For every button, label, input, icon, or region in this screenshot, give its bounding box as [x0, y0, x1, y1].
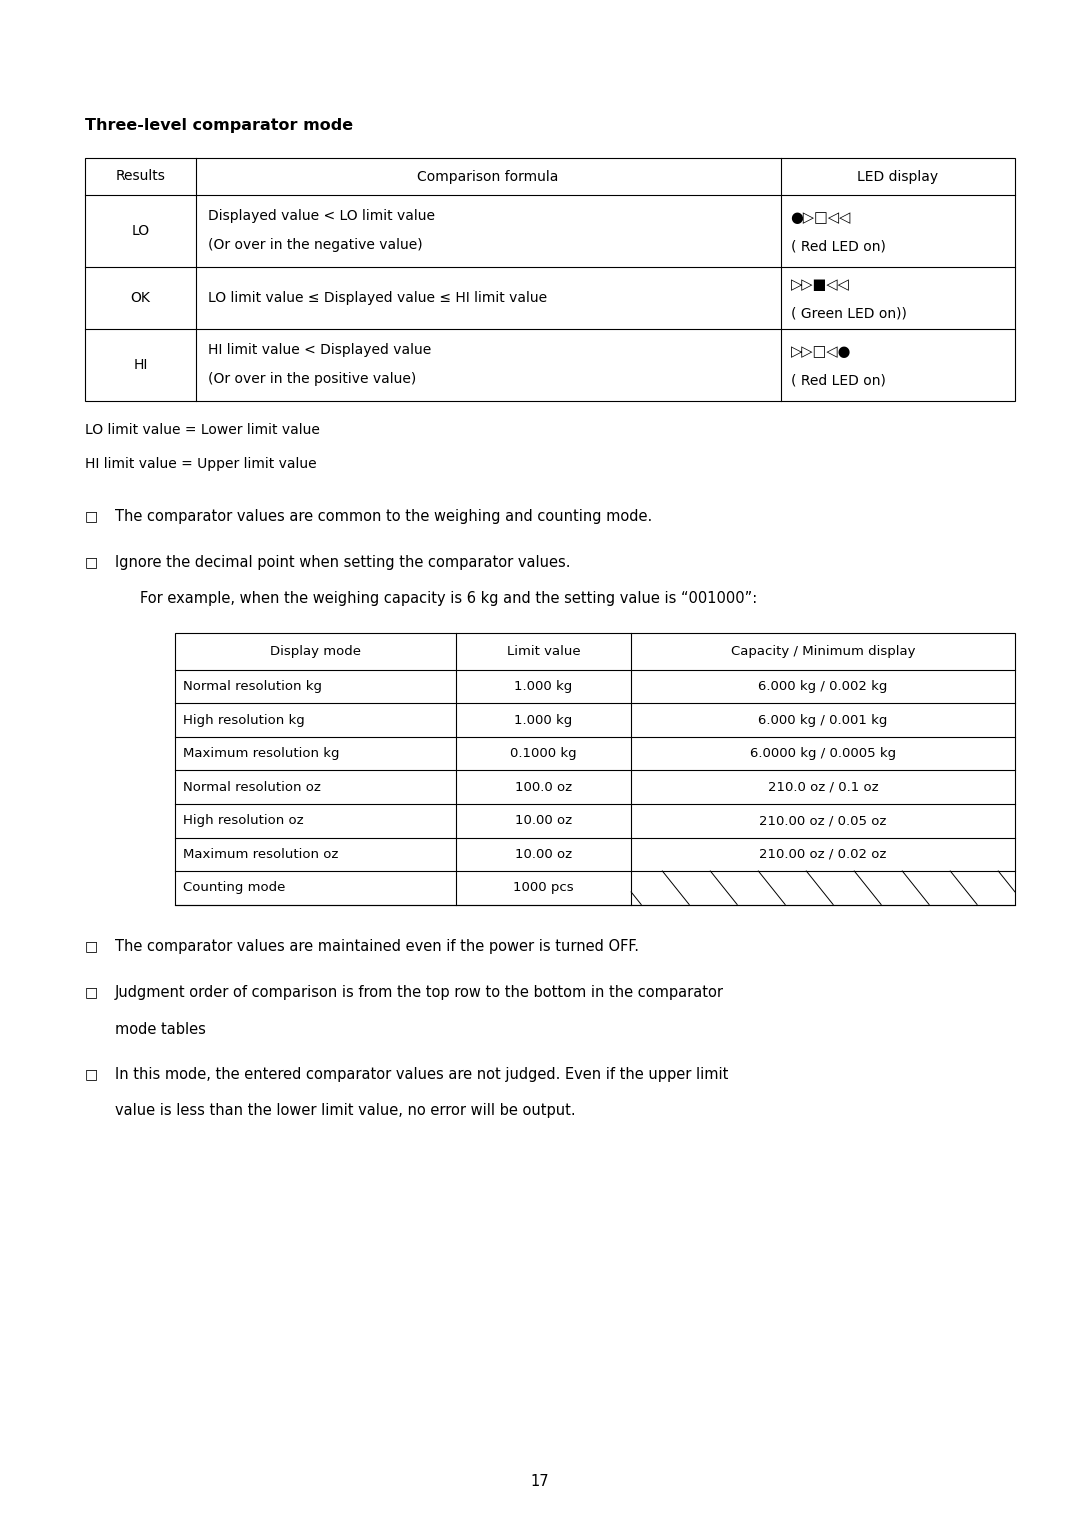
Text: □: □: [85, 939, 98, 953]
Text: 6.0000 kg / 0.0005 kg: 6.0000 kg / 0.0005 kg: [750, 747, 896, 760]
Text: 10.00 oz: 10.00 oz: [515, 814, 572, 828]
Text: Judgment order of comparison is from the top row to the bottom in the comparator: Judgment order of comparison is from the…: [114, 985, 724, 1000]
Text: OK: OK: [131, 292, 150, 305]
Text: 17: 17: [530, 1475, 550, 1489]
Text: LED display: LED display: [858, 169, 939, 183]
Text: Limit value: Limit value: [507, 644, 580, 658]
Text: 1.000 kg: 1.000 kg: [514, 680, 572, 693]
Text: □: □: [85, 508, 98, 524]
Text: High resolution oz: High resolution oz: [183, 814, 303, 828]
Text: Ignore the decimal point when setting the comparator values.: Ignore the decimal point when setting th…: [114, 554, 570, 570]
Text: Displayed value < LO limit value: Displayed value < LO limit value: [207, 209, 434, 223]
Text: HI limit value = Upper limit value: HI limit value = Upper limit value: [85, 457, 316, 470]
Text: 100.0 oz: 100.0 oz: [515, 780, 572, 794]
Text: (Or over in the negative value): (Or over in the negative value): [207, 238, 422, 252]
Text: 210.00 oz / 0.02 oz: 210.00 oz / 0.02 oz: [759, 847, 887, 861]
Text: 6.000 kg / 0.002 kg: 6.000 kg / 0.002 kg: [758, 680, 888, 693]
Text: Comparison formula: Comparison formula: [418, 169, 558, 183]
Text: ▷▷■◁◁: ▷▷■◁◁: [791, 278, 850, 293]
Text: In this mode, the entered comparator values are not judged. Even if the upper li: In this mode, the entered comparator val…: [114, 1067, 728, 1083]
Text: 1.000 kg: 1.000 kg: [514, 713, 572, 727]
Text: For example, when the weighing capacity is 6 kg and the setting value is “001000: For example, when the weighing capacity …: [140, 591, 757, 606]
Text: Maximum resolution kg: Maximum resolution kg: [183, 747, 339, 760]
Text: ●▷□◁◁: ●▷□◁◁: [791, 211, 851, 226]
Text: HI limit value < Displayed value: HI limit value < Displayed value: [207, 344, 431, 357]
Text: LO limit value = Lower limit value: LO limit value = Lower limit value: [85, 423, 320, 437]
Text: □: □: [85, 554, 98, 570]
Text: Capacity / Minimum display: Capacity / Minimum display: [731, 644, 916, 658]
Text: 10.00 oz: 10.00 oz: [515, 847, 572, 861]
Text: 1000 pcs: 1000 pcs: [513, 881, 573, 895]
Text: Normal resolution kg: Normal resolution kg: [183, 680, 322, 693]
Text: The comparator values are maintained even if the power is turned OFF.: The comparator values are maintained eve…: [114, 939, 639, 954]
Bar: [85, 157, 1015, 402]
Text: ▷▷□◁●: ▷▷□◁●: [791, 345, 851, 359]
Text: HI: HI: [133, 357, 148, 373]
Text: value is less than the lower limit value, no error will be output.: value is less than the lower limit value…: [114, 1104, 576, 1118]
Text: 210.00 oz / 0.05 oz: 210.00 oz / 0.05 oz: [759, 814, 887, 828]
Text: □: □: [85, 1067, 98, 1081]
Text: The comparator values are common to the weighing and counting mode.: The comparator values are common to the …: [114, 508, 652, 524]
Text: 6.000 kg / 0.001 kg: 6.000 kg / 0.001 kg: [758, 713, 888, 727]
Text: ( Red LED on): ( Red LED on): [791, 374, 886, 388]
Text: Counting mode: Counting mode: [183, 881, 285, 895]
Text: Display mode: Display mode: [270, 644, 361, 658]
Text: ( Green LED on)): ( Green LED on)): [791, 307, 906, 321]
Bar: [175, 634, 1015, 904]
Text: Results: Results: [116, 169, 165, 183]
Text: Three-level comparator mode: Three-level comparator mode: [85, 118, 353, 133]
Text: LO limit value ≤ Displayed value ≤ HI limit value: LO limit value ≤ Displayed value ≤ HI li…: [207, 292, 546, 305]
Text: (Or over in the positive value): (Or over in the positive value): [207, 373, 416, 386]
Text: High resolution kg: High resolution kg: [183, 713, 305, 727]
Text: LO: LO: [132, 224, 149, 238]
Text: Maximum resolution oz: Maximum resolution oz: [183, 847, 338, 861]
Text: Normal resolution oz: Normal resolution oz: [183, 780, 321, 794]
Text: ( Red LED on): ( Red LED on): [791, 240, 886, 253]
Text: □: □: [85, 985, 98, 1000]
Text: 0.1000 kg: 0.1000 kg: [510, 747, 577, 760]
Text: 210.0 oz / 0.1 oz: 210.0 oz / 0.1 oz: [768, 780, 878, 794]
Text: mode tables: mode tables: [114, 1022, 206, 1037]
